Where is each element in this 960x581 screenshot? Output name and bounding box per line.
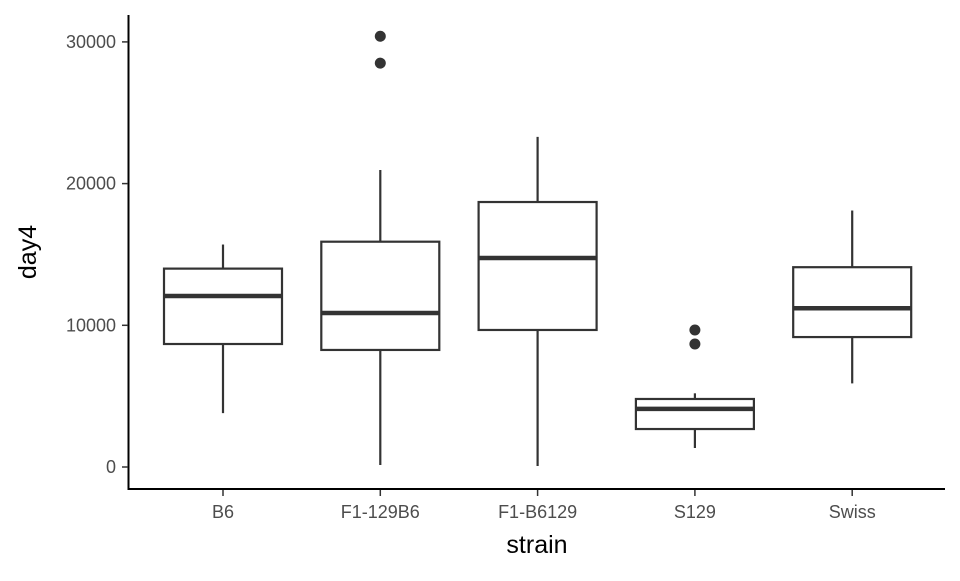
- box-group-B6: [162, 244, 284, 414]
- x-tick-label: F1-129B6: [341, 502, 420, 522]
- box-group-F1-129B6: [320, 30, 441, 466]
- x-axis-title: strain: [506, 531, 567, 559]
- y-tick-label: 30000: [66, 32, 116, 52]
- x-tick-label: S129: [674, 502, 716, 522]
- iqr-box: [792, 266, 913, 339]
- iqr-box: [477, 200, 598, 332]
- x-tick-label: F1-B6129: [498, 502, 577, 522]
- outlier-point: [689, 324, 701, 336]
- outlier-point: [689, 338, 701, 350]
- box-group-S129: [634, 324, 756, 449]
- box-group-F1-B6129: [477, 136, 598, 467]
- box-group-Swiss: [792, 210, 913, 384]
- iqr-box: [634, 397, 756, 431]
- outlier-point: [374, 57, 386, 69]
- iqr-box: [162, 267, 284, 346]
- outlier-point: [374, 30, 386, 42]
- y-tick-label: 10000: [66, 315, 116, 335]
- y-tick-label: 0: [106, 457, 116, 477]
- y-axis-title: day4: [14, 225, 42, 279]
- iqr-box: [320, 240, 441, 352]
- x-tick-label: Swiss: [829, 502, 876, 522]
- x-tick-label: B6: [212, 502, 234, 522]
- y-tick-label: 20000: [66, 174, 116, 194]
